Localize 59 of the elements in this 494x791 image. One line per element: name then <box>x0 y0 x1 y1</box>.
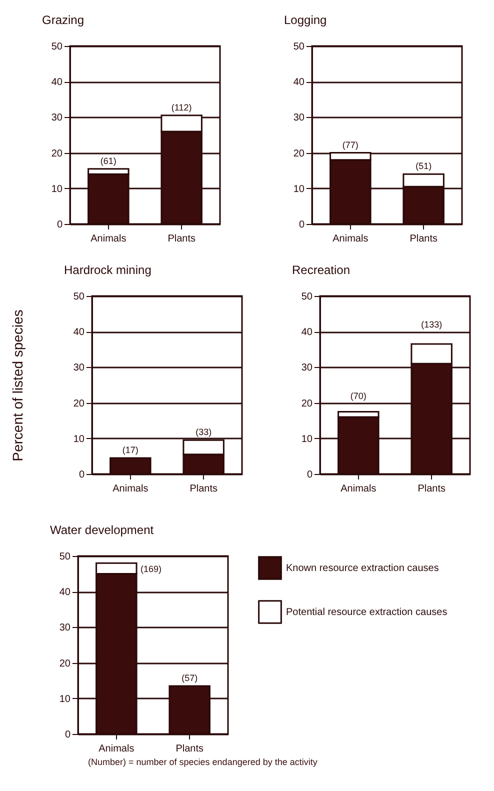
x-tick-label: Plants <box>410 234 438 244</box>
y-tick-label: 40 <box>293 77 305 88</box>
chart-title: Logging <box>284 13 327 27</box>
text: (Number) = number of species endangered by the activity <box>88 757 318 767</box>
x-tick-label: Animals <box>90 234 126 244</box>
legend-label: Potential resource extraction causes <box>286 607 448 618</box>
annotation: (61) <box>100 156 116 166</box>
y-tick-label: 40 <box>51 77 63 88</box>
chart-title: Grazing <box>42 13 84 27</box>
y-tick-label: 30 <box>59 622 71 634</box>
x-tick-label: Animals <box>98 744 134 754</box>
y-axis-title: Percent of listed species <box>9 310 26 462</box>
y-tick-label: 20 <box>51 148 63 160</box>
annotation: (169) <box>140 564 162 574</box>
y-tick-label: 50 <box>301 292 313 302</box>
y-tick-label: 10 <box>301 434 313 445</box>
y-tick-label: 0 <box>56 220 63 230</box>
annotation: (57) <box>182 672 198 683</box>
y-tick-label: 10 <box>59 694 71 705</box>
annotation: (133) <box>421 320 442 330</box>
y-tick-label: 50 <box>293 42 305 52</box>
chart-title: Hardrock mining <box>64 263 152 277</box>
chart-title: Recreation <box>292 263 350 277</box>
annotation: (17) <box>122 444 138 455</box>
y-tick-label: 30 <box>51 112 63 124</box>
y-tick-label: 20 <box>293 148 305 160</box>
annotation: (112) <box>171 102 192 112</box>
chart-title: Water development <box>50 523 154 537</box>
y-tick-label: 20 <box>301 398 313 410</box>
y-tick-label: 0 <box>306 470 313 480</box>
y-tick-label: 50 <box>73 292 85 302</box>
y-tick-label: 10 <box>293 184 305 195</box>
annotation: (51) <box>416 161 432 172</box>
y-tick-label: 50 <box>51 42 63 52</box>
x-tick-label: Animals <box>340 484 376 494</box>
y-tick-label: 40 <box>301 327 313 338</box>
x-tick-label: Plants <box>176 744 204 754</box>
x-tick-label: Plants <box>190 484 218 494</box>
x-tick-label: Plants <box>418 484 446 494</box>
y-tick-label: 0 <box>78 470 85 480</box>
y-tick-label: 0 <box>298 220 305 230</box>
x-tick-label: Plants <box>168 234 196 244</box>
y-tick-label: 30 <box>73 362 85 374</box>
y-tick-label: 0 <box>64 730 71 740</box>
x-tick-label: Animals <box>112 484 148 494</box>
y-tick-label: 40 <box>73 327 85 338</box>
annotation: (70) <box>350 390 366 401</box>
y-tick-label: 30 <box>301 362 313 374</box>
y-tick-label: 10 <box>73 434 85 445</box>
y-tick-label: 40 <box>59 587 71 598</box>
y-tick-label: 20 <box>73 398 85 410</box>
legend-label: Known resource extraction causes <box>286 563 439 574</box>
annotation: (33) <box>196 427 212 438</box>
y-tick-label: 20 <box>59 658 71 670</box>
annotation: (77) <box>342 140 358 150</box>
y-tick-label: 30 <box>293 112 305 124</box>
y-tick-label: 10 <box>51 184 63 195</box>
y-tick-label: 50 <box>59 552 71 562</box>
x-tick-label: Animals <box>332 234 368 244</box>
